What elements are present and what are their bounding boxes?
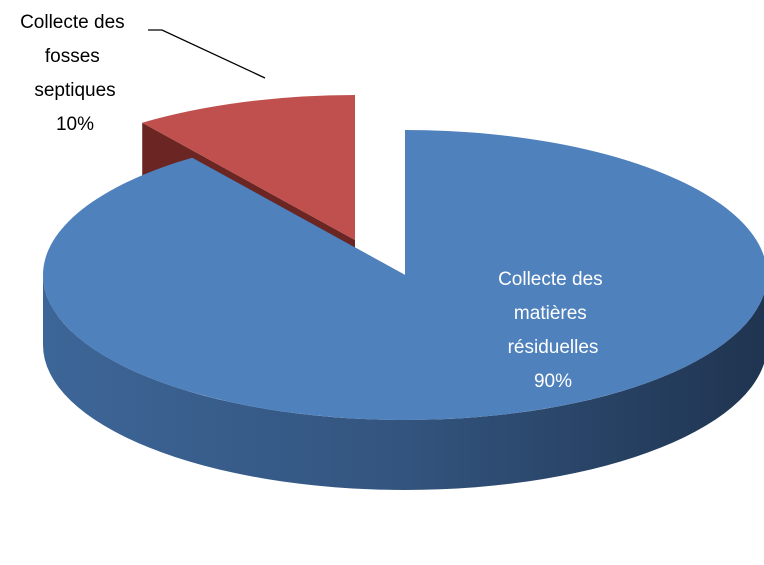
value-label: 90%: [534, 371, 572, 392]
label-line: septiques: [34, 80, 115, 101]
label-line: matières: [514, 303, 592, 324]
category-label: Collecte des matières résiduelles: [498, 269, 608, 358]
slice: [43, 130, 764, 420]
label-line: résiduelles: [508, 337, 599, 358]
label-line: Collecte des: [498, 269, 608, 290]
slice-side: [43, 275, 764, 490]
slice: [142, 95, 355, 240]
category-label: Collecte des fosses septiques: [20, 12, 130, 101]
value-label: 10%: [56, 114, 94, 135]
leader-line: [148, 29, 266, 79]
label-line: fosses: [45, 46, 105, 67]
label-line: Collecte des: [20, 12, 130, 33]
